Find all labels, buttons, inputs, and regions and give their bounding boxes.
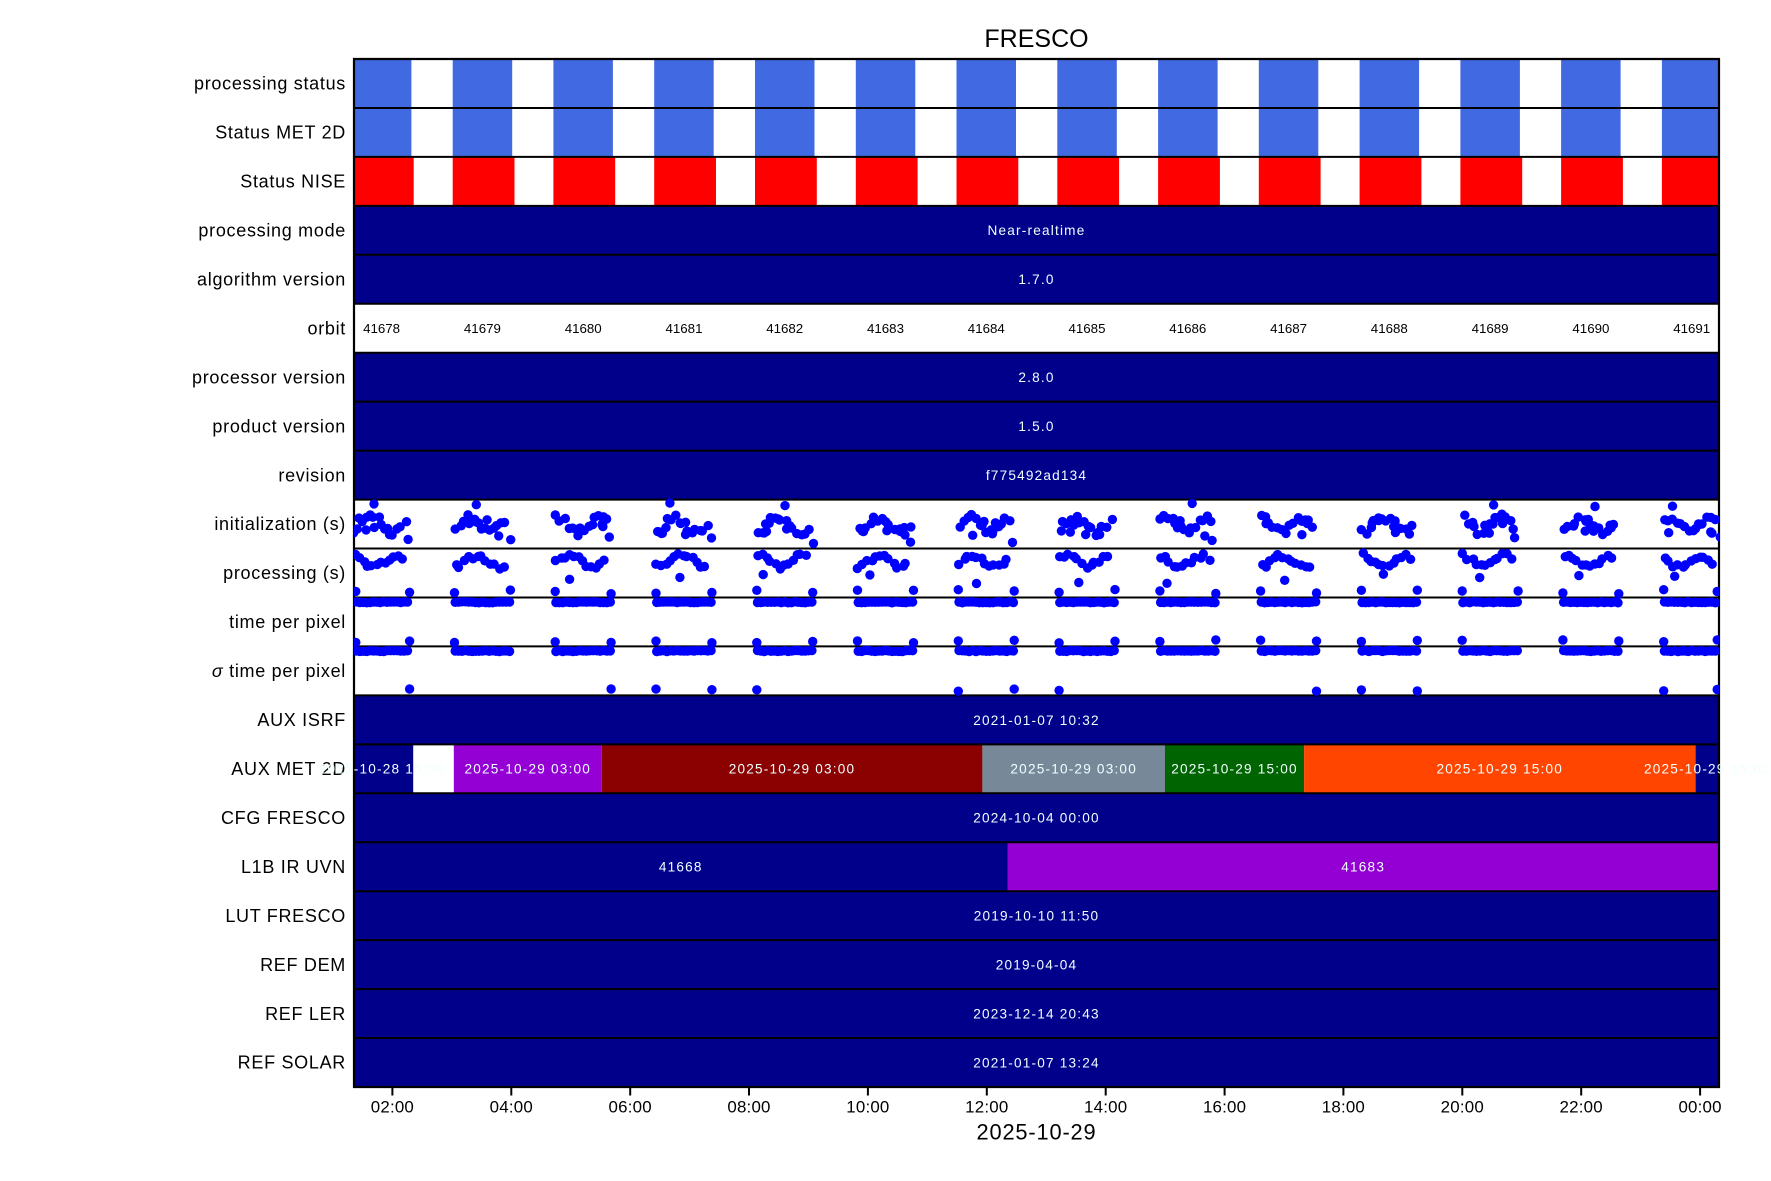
svg-text:processing status: processing status	[194, 74, 346, 94]
svg-text:product version: product version	[212, 416, 346, 436]
svg-text:41686: 41686	[1169, 321, 1206, 336]
svg-text:16:00: 16:00	[1203, 1098, 1246, 1117]
svg-text:2025-10-29 03:00: 2025-10-29 03:00	[1010, 762, 1137, 777]
svg-text:08:00: 08:00	[727, 1098, 770, 1117]
svg-text:orbit: orbit	[307, 318, 346, 338]
svg-text:41683: 41683	[1341, 860, 1385, 875]
svg-text:processor version: processor version	[192, 367, 346, 387]
svg-text:41680: 41680	[565, 321, 602, 336]
svg-text:2019-10-10 11:50: 2019-10-10 11:50	[974, 909, 1100, 924]
svg-text:41688: 41688	[1371, 321, 1408, 336]
svg-text:time per pixel: time per pixel	[229, 612, 346, 632]
svg-text:σ time per pixel: σ time per pixel	[212, 661, 346, 681]
svg-text:AUX MET 2D: AUX MET 2D	[231, 759, 346, 779]
svg-text:41668: 41668	[659, 860, 703, 875]
svg-text:2025-10-29 03:00: 2025-10-29 03:00	[729, 762, 856, 777]
svg-text:12:00: 12:00	[965, 1098, 1008, 1117]
svg-text:20:00: 20:00	[1441, 1098, 1484, 1117]
svg-text:LUT FRESCO: LUT FRESCO	[225, 906, 346, 926]
svg-text:41689: 41689	[1472, 321, 1509, 336]
svg-text:2025-10-29: 2025-10-29	[977, 1120, 1097, 1145]
svg-text:02:00: 02:00	[371, 1098, 414, 1117]
svg-text:initialization (s): initialization (s)	[214, 514, 346, 534]
svg-text:L1B IR UVN: L1B IR UVN	[241, 857, 346, 877]
svg-text:REF LER: REF LER	[265, 1004, 346, 1024]
svg-text:2025-10-29 15:00: 2025-10-29 15:00	[1437, 762, 1564, 777]
svg-text:41679: 41679	[464, 321, 501, 336]
svg-text:Status NISE: Status NISE	[240, 172, 346, 192]
svg-text:2.8.0: 2.8.0	[1018, 370, 1054, 385]
svg-text:revision: revision	[278, 465, 346, 485]
svg-text:Status MET 2D: Status MET 2D	[215, 123, 346, 143]
svg-text:41678: 41678	[363, 321, 400, 336]
svg-text:Near-realtime: Near-realtime	[988, 223, 1086, 238]
svg-text:10:00: 10:00	[846, 1098, 889, 1117]
svg-text:2021-01-07 13:24: 2021-01-07 13:24	[973, 1055, 1100, 1070]
svg-text:04:00: 04:00	[490, 1098, 533, 1117]
svg-text:1.5.0: 1.5.0	[1018, 419, 1054, 434]
svg-text:41682: 41682	[766, 321, 803, 336]
svg-text:41690: 41690	[1572, 321, 1609, 336]
svg-text:41683: 41683	[867, 321, 904, 336]
svg-text:processing (s): processing (s)	[223, 563, 346, 583]
svg-text:2019-04-04: 2019-04-04	[996, 958, 1078, 973]
svg-text:41687: 41687	[1270, 321, 1307, 336]
svg-text:2025-10-29 15:00: 2025-10-29 15:00	[1171, 762, 1298, 777]
svg-text:f775492ad134: f775492ad134	[986, 468, 1087, 483]
svg-text:REF SOLAR: REF SOLAR	[238, 1053, 346, 1073]
svg-text:REF DEM: REF DEM	[260, 955, 346, 975]
svg-text:1.7.0: 1.7.0	[1018, 272, 1054, 287]
svg-text:2024-10-04 00:00: 2024-10-04 00:00	[973, 811, 1100, 826]
svg-text:22:00: 22:00	[1560, 1098, 1603, 1117]
svg-text:41685: 41685	[1069, 321, 1106, 336]
svg-text:14:00: 14:00	[1084, 1098, 1127, 1117]
svg-text:processing mode: processing mode	[198, 221, 346, 241]
svg-text:41691: 41691	[1673, 321, 1710, 336]
svg-text:06:00: 06:00	[609, 1098, 652, 1117]
svg-text:2025-10-28 15:00: 2025-10-28 15:00	[319, 762, 446, 777]
svg-text:algorithm version: algorithm version	[197, 270, 346, 290]
svg-text:FRESCO: FRESCO	[984, 25, 1088, 53]
svg-text:00:00: 00:00	[1678, 1098, 1721, 1117]
svg-text:AUX ISRF: AUX ISRF	[257, 710, 346, 730]
svg-text:2023-12-14 20:43: 2023-12-14 20:43	[973, 1007, 1100, 1022]
svg-text:2021-01-07 10:32: 2021-01-07 10:32	[973, 713, 1100, 728]
svg-text:41681: 41681	[666, 321, 703, 336]
svg-text:18:00: 18:00	[1322, 1098, 1365, 1117]
svg-text:2025-10-29 15:00: 2025-10-29 15:00	[1644, 762, 1771, 777]
svg-text:2025-10-29 03:00: 2025-10-29 03:00	[465, 762, 592, 777]
svg-text:41684: 41684	[968, 321, 1005, 336]
svg-text:CFG FRESCO: CFG FRESCO	[221, 808, 346, 828]
